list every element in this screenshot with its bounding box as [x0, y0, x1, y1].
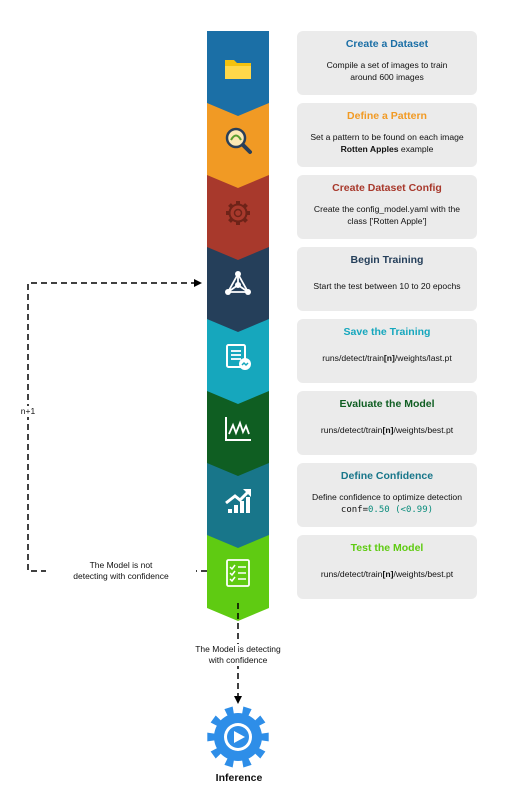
- loop-back-arrow: [27, 279, 207, 572]
- step-card: Begin Training Start the test between 10 …: [297, 247, 477, 311]
- step-title: Define a Pattern: [347, 110, 427, 122]
- step-chevron: [207, 175, 269, 261]
- not-confident-label: The Model is not detecting with confidenc…: [46, 560, 196, 582]
- magnifier-icon: [225, 127, 252, 154]
- step-title: Define Confidence: [340, 470, 434, 482]
- chart-icon: [225, 417, 251, 441]
- step-title: Test the Model: [350, 542, 424, 554]
- loop-label: n+1: [17, 406, 39, 417]
- step-description: runs/detect/train[n]/weights/last.pt: [322, 353, 452, 363]
- step-description: Compile a set of images to train around 6…: [326, 60, 448, 82]
- trend-icon: [225, 489, 251, 513]
- step-chevron: [207, 319, 269, 405]
- step-chevron: [207, 535, 269, 621]
- step-chevron: [207, 391, 269, 477]
- step-description: runs/detect/train[n]/weights/best.pt: [320, 569, 454, 579]
- network-icon: [225, 271, 251, 295]
- step-description: runs/detect/train[n]/weights/best.pt: [320, 425, 454, 435]
- step-description: Create the config_model.yaml with the cla…: [313, 204, 461, 226]
- step-description: Start the test between 10 to 20 epochs: [313, 281, 461, 291]
- inference-label: Inference: [215, 772, 263, 784]
- step-title: Create Dataset Config: [332, 182, 442, 194]
- confident-label: The Model is detecting with confidence: [182, 644, 294, 666]
- step-title: Begin Training: [350, 254, 424, 266]
- step-card: Evaluate the Model runs/detect/train[n]/w…: [297, 391, 477, 455]
- step-chevron: [207, 247, 269, 333]
- step-description: Define confidence to optimize detection c…: [311, 492, 462, 515]
- step-chevron: [207, 103, 269, 189]
- step-card: Test the Model runs/detect/train[n]/weigh…: [297, 535, 477, 599]
- step-card: Define a Pattern Set a pattern to be foun…: [297, 103, 477, 167]
- step-chevron: [207, 31, 269, 117]
- step-card: Create Dataset Config Create the config_m…: [297, 175, 477, 239]
- gear-icon: [226, 201, 250, 225]
- folder-icon: [225, 60, 251, 79]
- step-title: Save the Training: [343, 326, 431, 338]
- inference-gear-icon: [207, 706, 269, 768]
- step-description: Set a pattern to be found on each image R…: [310, 132, 464, 154]
- report-icon: [226, 344, 251, 370]
- checklist-icon: [226, 559, 250, 587]
- step-title: Create a Dataset: [345, 38, 429, 50]
- step-card: Create a Dataset Compile a set of images …: [297, 31, 477, 95]
- step-card: Save the Training runs/detect/train[n]/we…: [297, 319, 477, 383]
- step-card: Define Confidence Define confidence to op…: [297, 463, 477, 527]
- step-title: Evaluate the Model: [339, 398, 435, 410]
- step-chevron: [207, 463, 269, 549]
